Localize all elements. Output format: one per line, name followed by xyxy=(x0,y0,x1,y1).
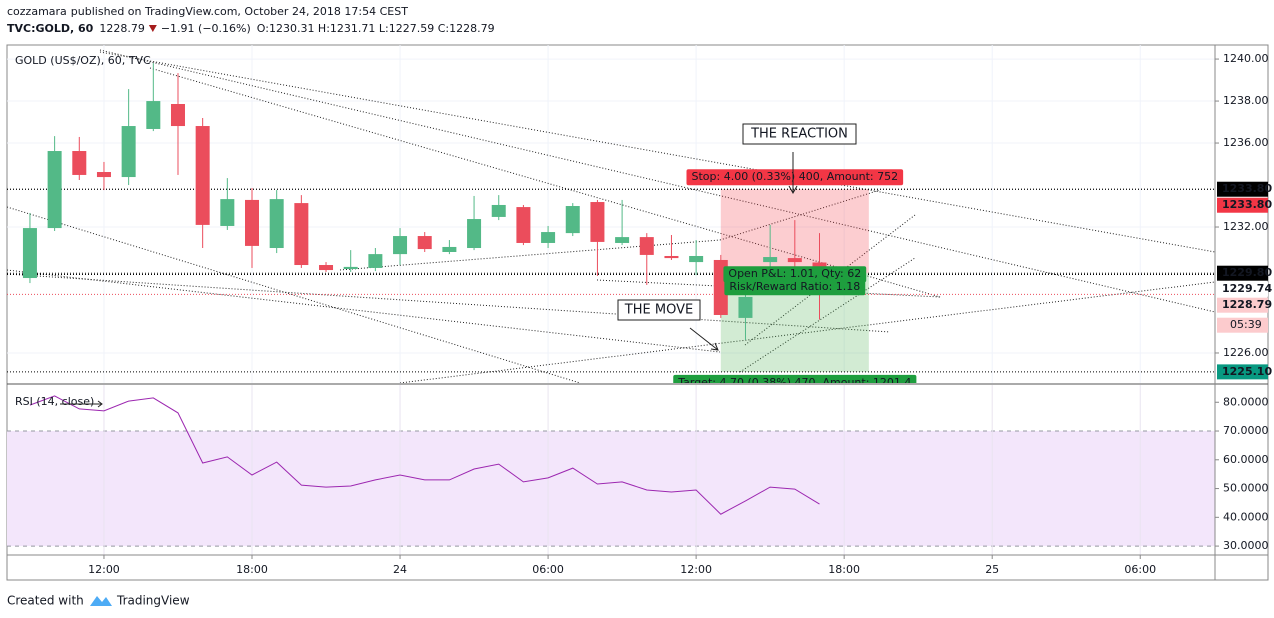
price-change: −1.91 (−0.16%) xyxy=(161,22,251,35)
y-tick-label: 50.0000 xyxy=(1223,482,1269,495)
countdown-box xyxy=(1217,317,1268,333)
last-price: 1228.79 xyxy=(99,22,145,35)
candle-body xyxy=(72,151,87,175)
candle-body xyxy=(22,228,37,279)
candle-body xyxy=(541,232,556,243)
candle-body xyxy=(442,246,457,252)
rsi-legend: RSI (14, close) xyxy=(15,395,94,408)
level-label-box xyxy=(1217,281,1268,297)
x-tick-label: 06:00 xyxy=(532,563,564,576)
author: cozzamara xyxy=(7,5,67,18)
candle-body xyxy=(639,237,654,255)
level-label-box xyxy=(1217,297,1268,313)
x-tick-label: 12:00 xyxy=(88,563,120,576)
position-label-box xyxy=(724,279,866,296)
y-tick-label: 70.0000 xyxy=(1223,424,1269,437)
candle-body xyxy=(467,219,482,249)
level-label-box xyxy=(1217,197,1268,213)
level-label: 1225.10 xyxy=(1222,365,1272,378)
position-label-box xyxy=(723,266,867,283)
level-label: 1233.80 xyxy=(1222,198,1272,211)
candle-body xyxy=(368,254,383,268)
candle-body xyxy=(417,236,432,250)
candle-body xyxy=(664,255,679,259)
level-label: 1228.79 xyxy=(1222,298,1272,311)
price-grid xyxy=(7,45,1215,383)
logo xyxy=(90,596,112,606)
candle-body xyxy=(565,206,580,234)
rsi-band xyxy=(7,431,1215,547)
x-tick-label: 25 xyxy=(985,563,999,576)
candle-body xyxy=(738,296,753,318)
candle-body xyxy=(763,257,778,263)
candle-body xyxy=(269,199,284,249)
down-arrow xyxy=(148,25,157,32)
annotation-text: THE MOVE xyxy=(624,303,693,318)
y-tick-label: 60.0000 xyxy=(1223,453,1269,466)
rsi-line xyxy=(29,395,820,515)
level-label: 1233.80 xyxy=(1222,182,1272,195)
candle-body xyxy=(615,237,630,243)
axes: 12:00 18:00 24 06:00 12:00 18:00 25 06:00 1226.0… xyxy=(88,52,1272,576)
candle-body xyxy=(220,199,235,226)
rsi-lines xyxy=(29,395,820,515)
created-with: Created with xyxy=(7,594,84,608)
candle-body xyxy=(245,199,260,246)
x-tick-label: 12:00 xyxy=(680,563,712,576)
y-tick-label: 1232.00 xyxy=(1223,220,1269,233)
position-label-box xyxy=(686,169,904,186)
candle-body xyxy=(343,266,358,270)
position-label-box xyxy=(673,374,917,383)
candle-body xyxy=(516,207,531,243)
candle-body xyxy=(491,204,506,217)
x-tick-label: 06:00 xyxy=(1124,563,1156,576)
legend-arrow xyxy=(60,400,103,408)
x-tick-label: 18:00 xyxy=(828,563,860,576)
candle-body xyxy=(590,202,605,242)
level-label-box xyxy=(1217,265,1268,281)
footer: Created with TradingView xyxy=(7,594,190,608)
annotation-move: THE MOVE xyxy=(617,299,719,351)
countdown: 05:39 xyxy=(1230,318,1262,331)
candle-body xyxy=(787,258,802,263)
brand: TradingView xyxy=(116,594,190,608)
candle-body xyxy=(170,103,185,127)
header: cozzamara published on TradingView.com, O… xyxy=(7,5,495,35)
x-tick-label: 24 xyxy=(393,563,407,576)
candle-body xyxy=(146,101,161,129)
chart-legend: GOLD (US$/OZ), 60, TVC xyxy=(15,54,151,67)
y-tick-label: 1240.00 xyxy=(1223,52,1269,65)
level-label-box xyxy=(1217,181,1268,197)
price-pane: Stop: 4.00 (0.33%) 400, Amount: 752 Open … xyxy=(7,49,1215,389)
level-label-box xyxy=(1217,364,1268,380)
y-tick-label: 30.0000 xyxy=(1223,539,1269,552)
position-label: Open P&L: 1.01, Qty: 62 xyxy=(728,267,861,280)
x-tick-label: 18:00 xyxy=(236,563,268,576)
y-tick-label: 1236.00 xyxy=(1223,136,1269,149)
annotation-text: THE REACTION xyxy=(750,127,848,142)
candle-body xyxy=(689,255,704,263)
candle-body xyxy=(96,172,111,178)
ohlc: O:1230.31 H:1231.71 L:1227.59 C:1228.79 xyxy=(257,22,495,35)
y-tick-label: 1226.00 xyxy=(1223,346,1269,359)
annotation-reaction: THE REACTION xyxy=(742,123,857,195)
y-tick-label: 40.0000 xyxy=(1223,510,1269,523)
position-label: Risk/Reward Ratio: 1.18 xyxy=(729,280,860,293)
symbol: TVC:GOLD, 60 xyxy=(7,22,94,35)
candle-body xyxy=(121,126,136,178)
candle-body xyxy=(294,203,309,266)
y-tick-label: 1238.00 xyxy=(1223,94,1269,107)
candle-body xyxy=(319,265,334,271)
y-tick-label: 80.0000 xyxy=(1223,395,1269,408)
position-label: Target: 4.70 (0.38%) 470, Amount: 1201.4 xyxy=(677,376,911,389)
candle-body xyxy=(393,236,408,255)
level-label: 1229.74 xyxy=(1222,282,1272,295)
rsi-pane xyxy=(7,385,1215,555)
candle-body xyxy=(195,126,210,225)
published: published on TradingView.com, October 24… xyxy=(71,5,408,18)
candle-body xyxy=(47,151,62,229)
position-label: Stop: 4.00 (0.33%) 400, Amount: 752 xyxy=(691,170,898,183)
level-label: 1229.80 xyxy=(1222,266,1272,279)
